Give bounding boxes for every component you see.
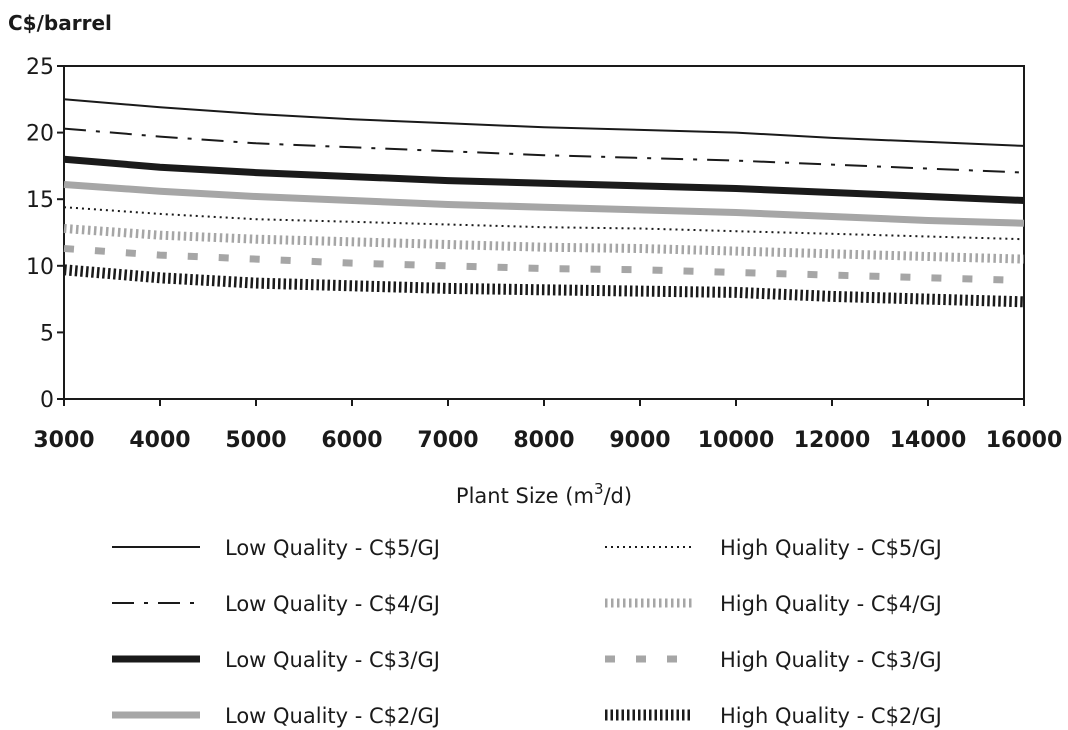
series-line-6 [63,224,1025,264]
legend-label-8: High Quality - C$2/GJ [720,704,942,728]
series-line-2 [63,127,1025,174]
series-line-5 [63,206,1025,241]
legend-label-7: High Quality - C$3/GJ [720,648,942,672]
y-axis-label: C$/barrel [8,11,112,35]
x-axis-label: Plant Size (m3/d) [456,480,632,508]
x-tick-label: 5000 [225,428,286,453]
series-line-8 [63,264,1025,308]
plot-area [63,65,1025,400]
y-tick-label: 15 [26,188,54,213]
x-axis: 3000 4000 5000 6000 7000 8000 9000 10000 12000 14… [33,399,1062,453]
series-line-3 [63,155,1025,204]
x-tick-label: 14000 [890,428,967,453]
x-tick-label: 9000 [609,428,670,453]
x-tick-label: 3000 [33,428,94,453]
x-tick-label: 7000 [417,428,478,453]
y-axis: 0 5 10 15 20 25 [26,55,64,413]
series-line-4 [63,181,1025,227]
x-tick-label: 4000 [129,428,190,453]
y-tick-label: 0 [40,388,54,413]
legend-label-3: Low Quality - C$3/GJ [225,648,440,672]
legend-label-6: High Quality - C$4/GJ [720,592,942,616]
y-tick-label: 20 [26,122,54,147]
x-tick-label: 16000 [986,428,1063,453]
series-lines [63,98,1025,308]
legend: Low Quality - C$5/GJ Low Quality - C$4/GJ… [112,536,942,728]
y-tick-label: 25 [26,55,54,80]
legend-label-1: Low Quality - C$5/GJ [225,536,440,560]
legend-label-5: High Quality - C$5/GJ [720,536,942,560]
series-line-7 [63,245,1025,284]
y-tick-label: 10 [26,255,54,280]
legend-label-4: Low Quality - C$2/GJ [225,704,440,728]
series-line-1 [63,98,1025,147]
x-tick-label: 8000 [513,428,574,453]
x-tick-label: 12000 [794,428,871,453]
x-tick-label: 6000 [321,428,382,453]
y-tick-label: 5 [40,321,54,346]
legend-label-2: Low Quality - C$4/GJ [225,592,440,616]
x-tick-label: 10000 [698,428,775,453]
